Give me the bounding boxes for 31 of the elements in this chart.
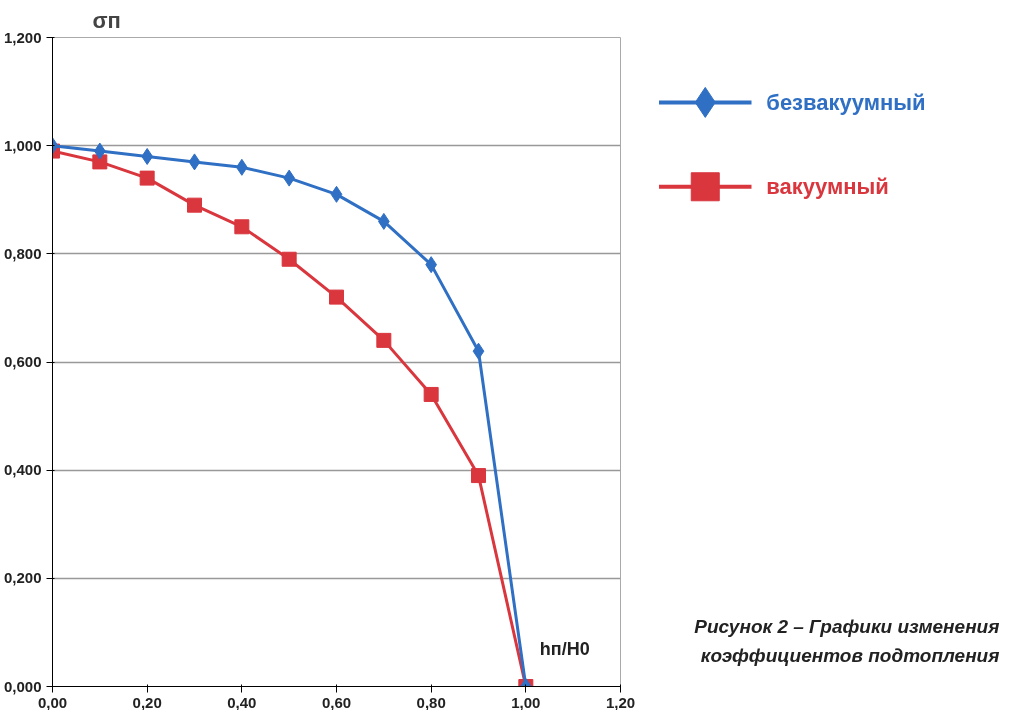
- legend-label: безвакуумный: [766, 89, 926, 115]
- x-tick-label: 0,20: [132, 693, 162, 711]
- x-tick-label: 0,60: [321, 693, 352, 711]
- y-tick-label: 0,800: [3, 244, 42, 262]
- y-tick-label: 0,600: [3, 353, 42, 370]
- point: [92, 154, 108, 170]
- point: [423, 386, 439, 402]
- legend-label: вакуумный: [766, 174, 889, 200]
- x-tick-label: 1,00: [511, 693, 541, 711]
- x-tick-label: 0,80: [416, 693, 446, 711]
- point: [234, 219, 250, 235]
- point: [376, 332, 392, 348]
- point: [187, 197, 202, 213]
- x-tick-label: 0,00: [37, 693, 68, 711]
- point: [139, 170, 155, 186]
- point: [472, 342, 485, 360]
- point: [329, 289, 344, 305]
- y-tick-label: 0,000: [3, 677, 42, 695]
- y-tick-label: 1,200: [3, 28, 42, 46]
- text: Рисунок 2 – Графики изменения коэффициентов подтопления: [694, 615, 1000, 667]
- x-axis-title: hп/H0: [539, 639, 590, 660]
- y-axis-title: σп: [92, 7, 121, 33]
- point: [188, 153, 201, 171]
- x-tick-label: 0,40: [227, 693, 257, 711]
- y-tick-label: 0,200: [3, 569, 42, 587]
- x-tick-label: 1,20: [605, 693, 636, 711]
- point: [281, 251, 297, 267]
- y-tick-label: 1,000: [3, 136, 42, 154]
- point: [471, 468, 486, 484]
- point: [330, 185, 343, 203]
- y-tick-label: 0,400: [3, 461, 42, 479]
